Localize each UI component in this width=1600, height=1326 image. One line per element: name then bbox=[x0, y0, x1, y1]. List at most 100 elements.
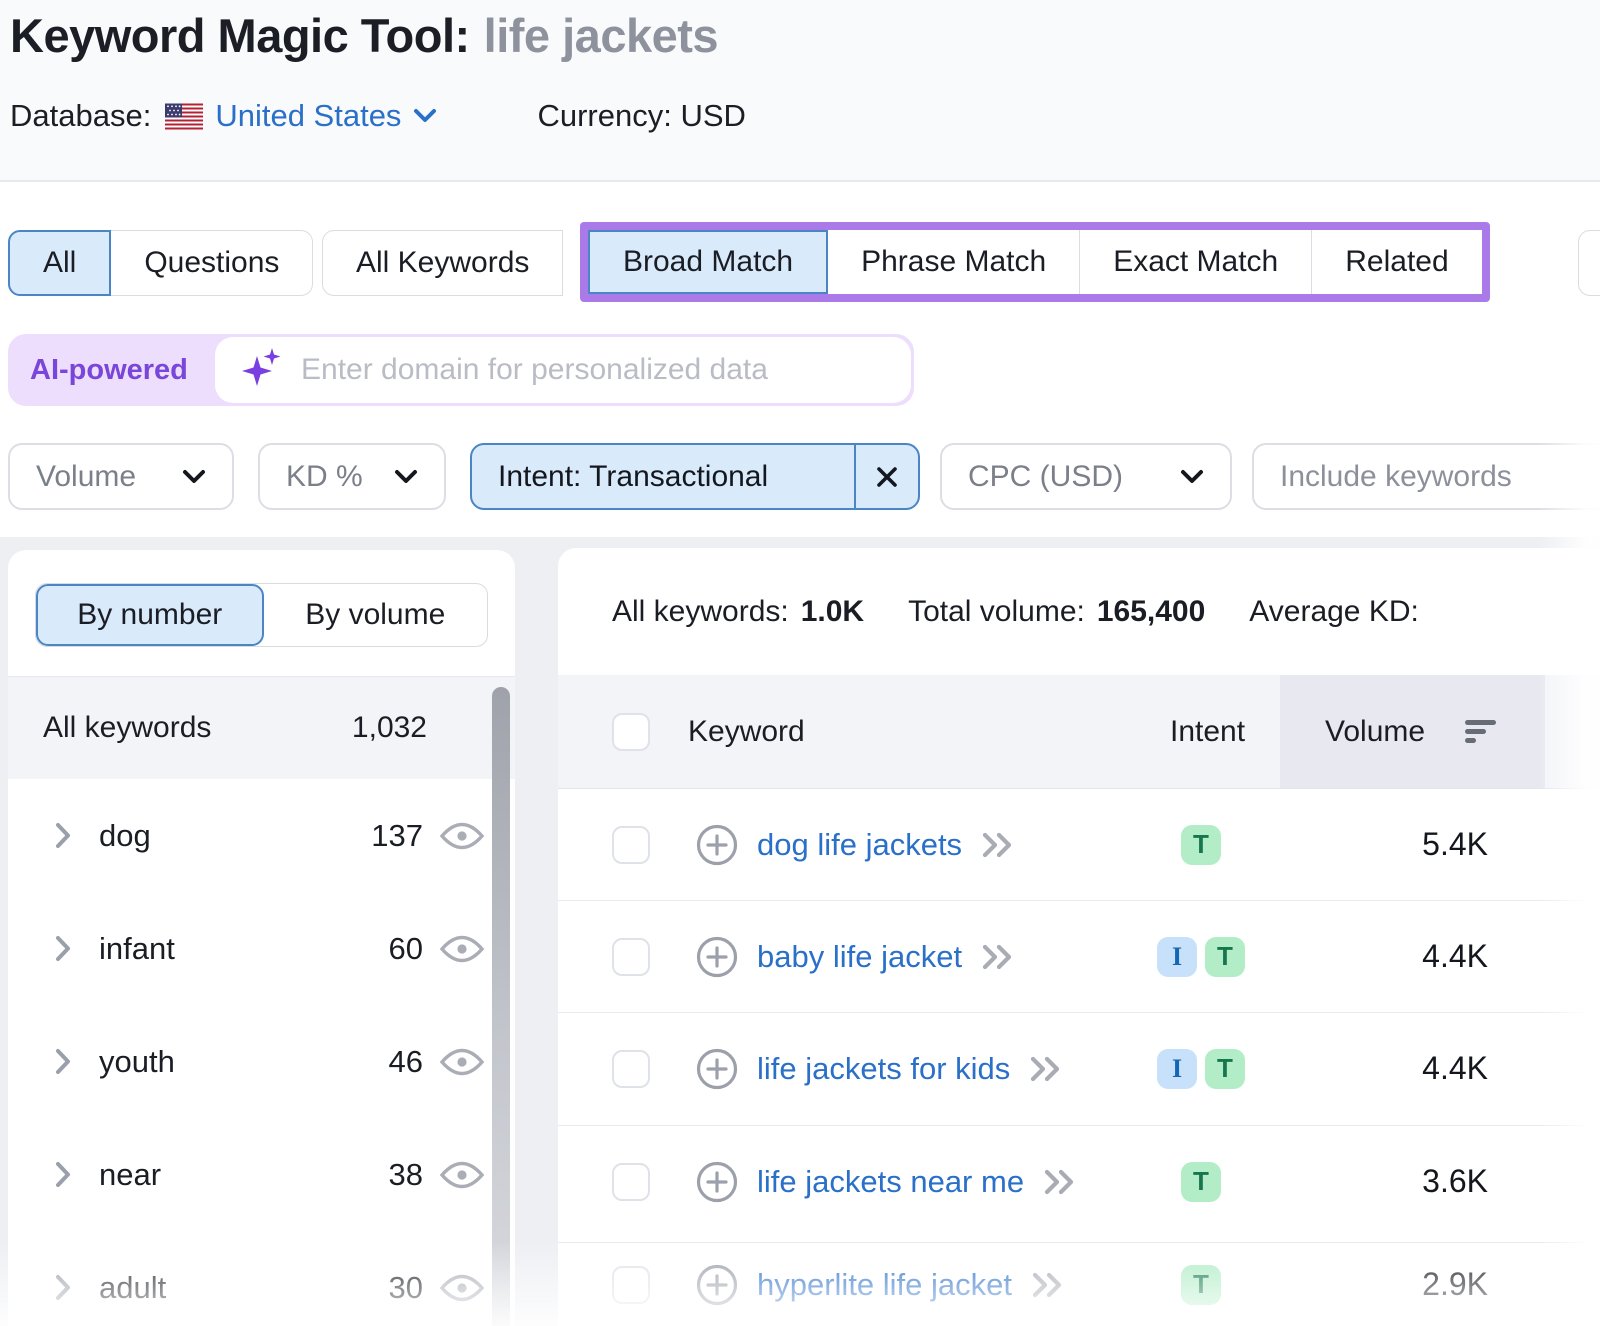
table-stats: All keywords: 1.0K Total volume: 165,400 A… bbox=[558, 548, 1600, 675]
intent-badge-transactional: T bbox=[1181, 1161, 1221, 1202]
group-item-infant[interactable]: infant 60 bbox=[8, 892, 515, 1005]
open-keyword-icon[interactable] bbox=[1028, 1055, 1062, 1083]
us-flag-icon bbox=[165, 103, 204, 129]
filter-volume-label: Volume bbox=[36, 459, 137, 493]
keywords-table-panel: All keywords: 1.0K Total volume: 165,400 A… bbox=[558, 548, 1600, 1326]
group-count: 30 bbox=[388, 1269, 423, 1305]
select-all-checkbox[interactable] bbox=[612, 712, 650, 751]
keyword-link[interactable]: life jackets near me bbox=[757, 1163, 1025, 1199]
row-checkbox[interactable] bbox=[612, 1049, 650, 1088]
volume-value: 4.4K bbox=[1422, 1050, 1488, 1086]
tab-all-keywords[interactable]: All Keywords bbox=[322, 230, 564, 296]
filter-kd[interactable]: KD % bbox=[258, 443, 446, 510]
group-count: 60 bbox=[388, 930, 423, 966]
open-keyword-icon[interactable] bbox=[980, 943, 1014, 971]
group-item-youth[interactable]: youth 46 bbox=[8, 1005, 515, 1118]
add-to-list-icon[interactable] bbox=[695, 823, 739, 867]
group-count: 38 bbox=[388, 1156, 423, 1192]
database-row: Database: United States Currency: USD bbox=[10, 98, 746, 134]
row-checkbox[interactable] bbox=[612, 1265, 650, 1304]
table-row: hyperlite life jacket T 2.9K bbox=[558, 1242, 1600, 1326]
tab-phrase-match[interactable]: Phrase Match bbox=[828, 230, 1081, 294]
volume-value: 4.4K bbox=[1422, 938, 1488, 974]
filter-intent-label: Intent: Transactional bbox=[498, 459, 769, 493]
open-keyword-icon[interactable] bbox=[1042, 1168, 1076, 1196]
tab-broad-match[interactable]: Broad Match bbox=[588, 230, 829, 294]
column-keyword-label: Keyword bbox=[688, 714, 805, 748]
keyword-link[interactable]: hyperlite life jacket bbox=[757, 1266, 1013, 1302]
open-keyword-icon[interactable] bbox=[980, 831, 1014, 859]
stat-average-kd-label: Average KD: bbox=[1249, 594, 1419, 628]
group-count: 46 bbox=[388, 1043, 423, 1079]
include-keywords-input[interactable] bbox=[1254, 445, 1600, 508]
tab-questions[interactable]: Questions bbox=[111, 230, 314, 296]
eye-icon[interactable] bbox=[439, 1272, 485, 1304]
all-keywords-group[interactable]: All keywords 1,032 bbox=[8, 677, 515, 779]
add-to-list-icon[interactable] bbox=[695, 935, 739, 979]
group-count: 137 bbox=[371, 817, 423, 853]
match-tabs-group-1: All Questions bbox=[8, 230, 314, 296]
chevron-down-icon bbox=[414, 109, 437, 122]
table-row: life jackets near me T 3.6K bbox=[558, 1125, 1600, 1237]
chevron-right-icon[interactable] bbox=[55, 822, 71, 849]
filter-cpc[interactable]: CPC (USD) bbox=[940, 443, 1232, 510]
stat-all-keywords-label: All keywords: bbox=[612, 594, 789, 628]
group-item-near[interactable]: near 38 bbox=[8, 1118, 515, 1231]
intent-badge-transactional: T bbox=[1205, 1048, 1245, 1089]
group-item-dog[interactable]: dog 137 bbox=[8, 779, 515, 892]
page-title: Keyword Magic Tool: life jackets bbox=[10, 8, 719, 63]
chevron-right-icon[interactable] bbox=[55, 1274, 71, 1301]
chevron-right-icon[interactable] bbox=[55, 1161, 71, 1188]
filter-volume[interactable]: Volume bbox=[8, 443, 234, 510]
row-checkbox[interactable] bbox=[612, 825, 650, 864]
group-label: dog bbox=[99, 817, 151, 853]
group-item-adult[interactable]: adult 30 bbox=[8, 1231, 515, 1326]
search-query: life jackets bbox=[483, 9, 719, 62]
add-to-list-icon[interactable] bbox=[695, 1263, 739, 1307]
ai-powered-label: AI-powered bbox=[30, 353, 188, 386]
divider bbox=[8, 676, 515, 678]
chevron-right-icon[interactable] bbox=[55, 1048, 71, 1075]
keyword-group-list: dog 137 infant 60 youth 46 near 38 adult… bbox=[8, 779, 515, 1326]
database-selector[interactable]: United States bbox=[165, 98, 437, 134]
eye-icon[interactable] bbox=[439, 1046, 485, 1078]
eye-icon[interactable] bbox=[439, 1159, 485, 1191]
toggle-by-number[interactable]: By number bbox=[36, 584, 264, 646]
sort-descending-icon[interactable] bbox=[1465, 720, 1497, 743]
keyword-link[interactable]: baby life jacket bbox=[757, 938, 963, 974]
row-checkbox[interactable] bbox=[612, 937, 650, 976]
keyword-link[interactable]: life jackets for kids bbox=[757, 1050, 1011, 1086]
table-header-row: Volume Keyword Intent bbox=[558, 675, 1600, 788]
keyword-link[interactable]: dog life jackets bbox=[757, 826, 963, 862]
domain-input[interactable] bbox=[301, 337, 911, 403]
sidebar-scrollbar[interactable] bbox=[492, 687, 510, 1326]
toggle-by-volume[interactable]: By volume bbox=[305, 598, 446, 631]
column-volume-sorted[interactable]: Volume bbox=[1280, 675, 1545, 788]
open-keyword-icon[interactable] bbox=[1030, 1271, 1064, 1299]
chevron-down-icon bbox=[1181, 470, 1203, 483]
chevron-right-icon[interactable] bbox=[55, 935, 71, 962]
volume-value: 3.6K bbox=[1422, 1163, 1488, 1199]
add-to-list-icon[interactable] bbox=[695, 1160, 739, 1204]
page-header bbox=[0, 0, 1600, 182]
table-row: life jackets for kids I T 4.4K bbox=[558, 1012, 1600, 1124]
tab-related[interactable]: Related bbox=[1312, 230, 1482, 294]
filter-intent-active[interactable]: Intent: Transactional bbox=[470, 443, 920, 510]
group-label: adult bbox=[99, 1269, 167, 1305]
eye-icon[interactable] bbox=[439, 820, 485, 852]
volume-value: 5.4K bbox=[1422, 826, 1488, 862]
add-to-list-icon[interactable] bbox=[695, 1047, 739, 1091]
tool-name: Keyword Magic Tool: bbox=[10, 9, 470, 62]
tab-cut-off[interactable] bbox=[1578, 230, 1600, 296]
all-keywords-count: 1,032 bbox=[351, 711, 427, 744]
remove-intent-filter-button[interactable] bbox=[854, 445, 918, 508]
tab-exact-match[interactable]: Exact Match bbox=[1080, 230, 1313, 294]
row-checkbox[interactable] bbox=[612, 1162, 650, 1201]
domain-input-wrap bbox=[215, 337, 911, 403]
tab-all[interactable]: All bbox=[8, 230, 112, 296]
stat-total-volume-label: Total volume: bbox=[908, 594, 1085, 628]
sparkle-icon bbox=[242, 348, 281, 386]
column-intent-label: Intent bbox=[1170, 714, 1246, 748]
eye-icon[interactable] bbox=[439, 933, 485, 965]
filter-include-keywords bbox=[1252, 443, 1600, 510]
